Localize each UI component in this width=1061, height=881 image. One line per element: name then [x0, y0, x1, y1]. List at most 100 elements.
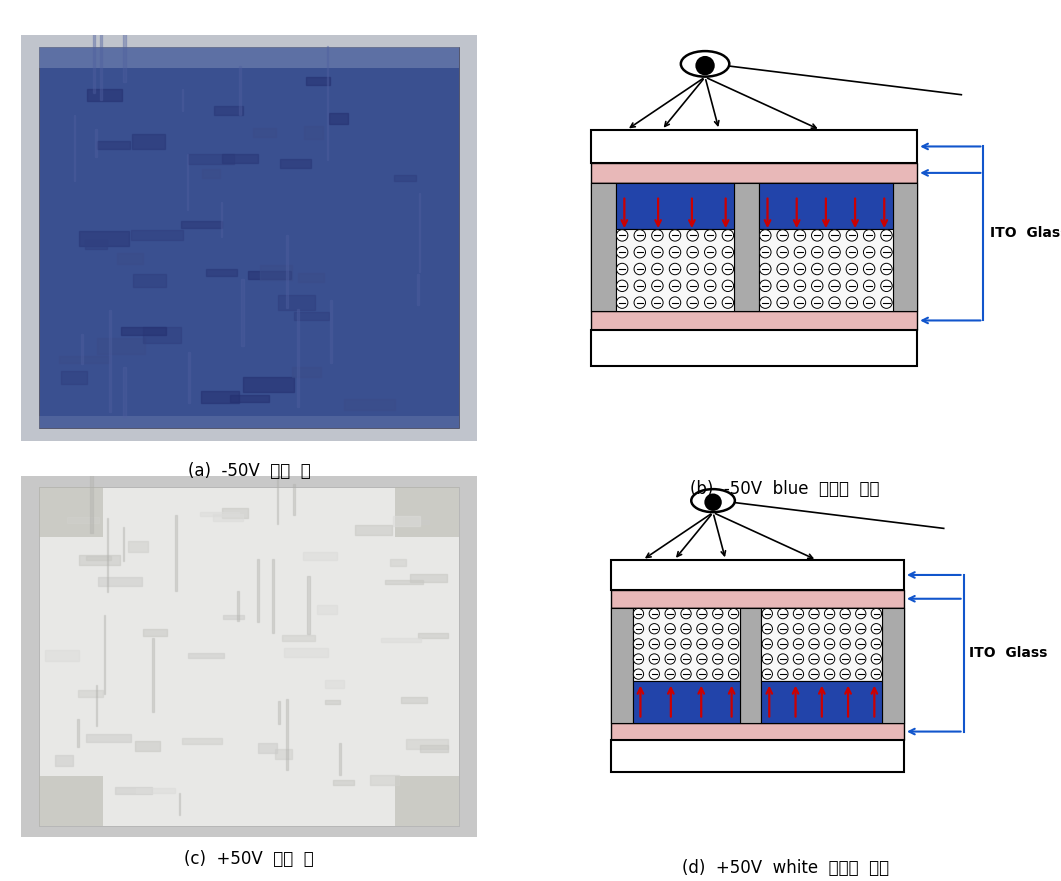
Circle shape: [723, 280, 733, 292]
Bar: [175, 515, 176, 591]
Circle shape: [829, 297, 840, 308]
Circle shape: [729, 669, 738, 679]
Circle shape: [812, 230, 823, 241]
Circle shape: [812, 263, 823, 275]
Bar: [98, 577, 141, 586]
Bar: [117, 253, 143, 264]
Bar: [330, 300, 332, 363]
Circle shape: [705, 493, 721, 511]
Bar: [759, 229, 893, 311]
Circle shape: [808, 609, 819, 618]
Circle shape: [795, 247, 805, 258]
Bar: [396, 486, 459, 537]
Circle shape: [713, 669, 723, 679]
Bar: [221, 202, 222, 237]
Circle shape: [649, 609, 660, 618]
Circle shape: [760, 297, 771, 308]
Circle shape: [824, 609, 835, 618]
Circle shape: [871, 669, 882, 679]
Bar: [85, 240, 107, 248]
Circle shape: [651, 280, 663, 292]
Circle shape: [760, 263, 771, 275]
Circle shape: [651, 230, 663, 241]
Circle shape: [808, 624, 819, 634]
Circle shape: [812, 247, 823, 258]
Text: (b)  -50V  blue  표시의  원리: (b) -50V blue 표시의 원리: [691, 480, 880, 498]
Bar: [222, 508, 248, 517]
Bar: [81, 335, 83, 365]
Bar: [80, 555, 120, 565]
Bar: [260, 265, 292, 279]
Bar: [296, 309, 299, 406]
Circle shape: [794, 609, 803, 618]
Circle shape: [777, 263, 788, 275]
Circle shape: [713, 654, 723, 664]
Bar: [420, 745, 448, 751]
Bar: [257, 559, 259, 622]
Bar: [418, 194, 420, 272]
Bar: [308, 575, 310, 634]
Bar: [60, 371, 87, 384]
Circle shape: [846, 263, 857, 275]
Circle shape: [881, 263, 892, 275]
Circle shape: [777, 280, 788, 292]
Circle shape: [794, 624, 803, 634]
Circle shape: [777, 247, 788, 258]
Bar: [90, 461, 92, 533]
Circle shape: [864, 263, 875, 275]
Circle shape: [665, 654, 675, 664]
Circle shape: [665, 609, 675, 618]
Circle shape: [729, 654, 738, 664]
Bar: [734, 183, 759, 311]
Bar: [39, 775, 103, 826]
Circle shape: [864, 280, 875, 292]
Circle shape: [794, 654, 803, 664]
Bar: [143, 629, 168, 636]
Circle shape: [846, 280, 857, 292]
Circle shape: [713, 609, 723, 618]
Bar: [381, 638, 421, 642]
Circle shape: [778, 639, 788, 649]
Circle shape: [681, 609, 691, 618]
Circle shape: [723, 263, 733, 275]
Bar: [611, 740, 904, 772]
Bar: [121, 328, 167, 336]
Bar: [201, 390, 239, 403]
Circle shape: [713, 639, 723, 649]
Bar: [369, 775, 399, 785]
Bar: [325, 700, 340, 705]
Circle shape: [778, 609, 788, 618]
Circle shape: [697, 639, 707, 649]
Circle shape: [681, 624, 691, 634]
Circle shape: [705, 297, 716, 308]
Circle shape: [864, 297, 875, 308]
Bar: [136, 788, 175, 793]
Circle shape: [616, 230, 628, 241]
Bar: [259, 744, 277, 753]
Circle shape: [686, 297, 698, 308]
Circle shape: [794, 639, 803, 649]
Bar: [95, 130, 97, 157]
Bar: [152, 638, 154, 712]
Circle shape: [840, 639, 850, 649]
Circle shape: [871, 639, 882, 649]
Circle shape: [795, 297, 805, 308]
Bar: [45, 650, 79, 661]
Circle shape: [686, 230, 698, 241]
Circle shape: [846, 247, 857, 258]
Bar: [591, 163, 918, 183]
Bar: [305, 126, 323, 139]
Circle shape: [871, 609, 882, 618]
Bar: [55, 755, 73, 766]
Text: (c)  +50V  인가  시: (c) +50V 인가 시: [185, 850, 314, 868]
Bar: [188, 352, 190, 403]
Bar: [611, 560, 904, 590]
Bar: [239, 66, 241, 115]
Circle shape: [651, 263, 663, 275]
Circle shape: [846, 230, 857, 241]
Bar: [134, 274, 166, 287]
Bar: [893, 183, 918, 311]
Circle shape: [829, 247, 840, 258]
Bar: [143, 327, 180, 343]
Bar: [180, 221, 223, 228]
